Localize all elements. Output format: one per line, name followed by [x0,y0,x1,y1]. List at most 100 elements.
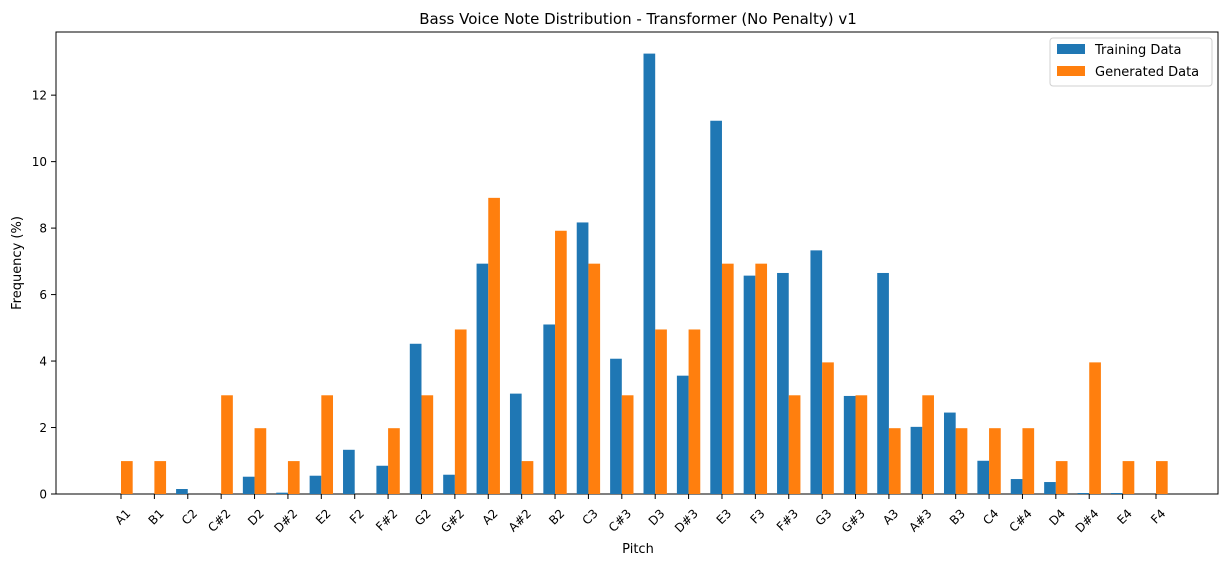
x-tick-label: G3 [813,506,835,528]
generated-bar-C#2 [221,395,233,494]
legend-swatch-training [1057,44,1085,54]
generated-bar-A1 [121,461,133,494]
x-tick-label: C4 [980,506,1001,527]
x-tick-label: C2 [179,506,200,527]
training-bar-G3 [810,250,823,494]
generated-bar-G2 [421,395,434,494]
training-bar-C4 [977,460,990,494]
legend-swatch-generated [1057,66,1085,76]
x-tick-label: C#3 [606,506,634,534]
x-axis-label: Pitch [622,542,654,557]
y-tick-label: 10 [32,155,47,169]
x-tick-label: D#3 [672,506,701,535]
x-tick-label: C#2 [205,506,233,534]
generated-bar-G#2 [454,329,467,494]
generated-bar-F#3 [788,395,801,494]
training-bar-F2 [343,449,355,494]
training-bar-D2 [242,476,255,494]
generated-bar-F4 [1156,461,1168,494]
training-bar-C#4 [1010,479,1023,494]
x-tick-label: G#2 [438,506,467,535]
training-bar-D3 [643,53,656,495]
legend-label-generated: Generated Data [1095,65,1199,80]
y-tick-label: 6 [39,288,47,302]
x-axis: A1 B1 C2 C#2 D2 D#2 E2 F2 F#2 G2 G#2 A2 A#2 B2 C3 C#3 D3… [112,494,1168,535]
y-tick-label: 8 [39,222,47,236]
y-tick-label: 12 [32,89,47,103]
training-bar-G#3 [843,395,856,494]
x-tick-label: F3 [748,506,768,526]
training-bar-D#4 [1077,493,1090,494]
x-tick-label: A#3 [906,506,934,534]
training-bar-D4 [1044,482,1056,494]
x-tick-label: E4 [1114,506,1135,527]
generated-bar-D#4 [1089,362,1101,494]
y-tick-label: 0 [39,488,47,502]
training-bar-G2 [409,343,422,494]
x-tick-label: A1 [112,506,133,527]
x-tick-label: F4 [1148,506,1168,526]
training-bar-C#3 [610,358,622,494]
training-bar-B3 [943,412,956,494]
training-bar-A#2 [509,393,522,494]
chart-title: Bass Voice Note Distribution - Transform… [419,10,857,28]
training-bar-F3 [743,275,756,494]
y-tick-label: 4 [39,355,47,369]
y-axis: 0 2 4 6 8 10 12 [32,89,56,502]
training-bar-E3 [710,120,722,494]
x-tick-label: D4 [1046,506,1068,528]
x-tick-label: A2 [479,506,500,527]
x-tick-label: F#3 [774,506,801,533]
y-tick-label: 2 [39,421,47,435]
x-tick-label: G#3 [839,506,868,535]
x-tick-label: D#2 [271,506,300,535]
training-bar-G#2 [443,474,455,494]
plot-area [55,31,1219,495]
generated-bar-B1 [154,461,167,494]
x-tick-label: C3 [580,506,601,527]
generated-bar-B3 [955,428,968,494]
generated-bar-D3 [655,329,667,494]
bars-group [121,53,1168,495]
y-axis-label: Frequency (%) [10,216,25,310]
generated-bar-F#2 [388,428,400,494]
training-bar-D#2 [276,492,288,494]
training-bar-C3 [576,222,589,494]
training-bar-F#2 [376,465,389,494]
generated-bar-B2 [555,230,567,494]
generated-bar-D#3 [688,329,701,494]
x-tick-label: D3 [646,506,668,528]
training-bar-A3 [877,272,889,494]
generated-bar-E3 [721,263,734,494]
generated-bar-F3 [755,263,768,494]
generated-bar-D#2 [287,461,300,494]
x-tick-label: G2 [412,506,434,528]
training-bar-A2 [476,263,489,494]
x-tick-label: B1 [146,506,167,527]
training-bar-A#3 [910,426,923,494]
x-tick-label: D#4 [1073,506,1102,535]
legend-box [1049,37,1213,87]
training-bar-E4 [1110,493,1123,494]
x-tick-label: C#4 [1006,506,1034,534]
x-tick-label: B3 [947,506,968,527]
legend: Training Data Generated Data [1049,37,1213,87]
x-tick-label: D2 [245,506,267,528]
generated-bar-C3 [588,263,601,494]
generated-bar-C4 [989,428,1001,494]
x-tick-label: B2 [546,506,567,527]
x-tick-label: A3 [880,506,901,527]
generated-bar-D2 [254,428,267,494]
training-bar-F#3 [777,272,789,494]
training-bar-C2 [176,489,188,494]
generated-bar-A3 [888,428,901,494]
generated-bar-A#3 [922,395,934,494]
legend-label-training: Training Data [1094,43,1181,58]
training-bar-B2 [543,324,556,494]
generated-bar-D4 [1055,461,1068,494]
x-tick-label: E3 [714,506,735,527]
training-bar-D#3 [676,375,689,494]
x-tick-label: A#2 [506,506,534,534]
generated-bar-A#2 [521,461,534,494]
